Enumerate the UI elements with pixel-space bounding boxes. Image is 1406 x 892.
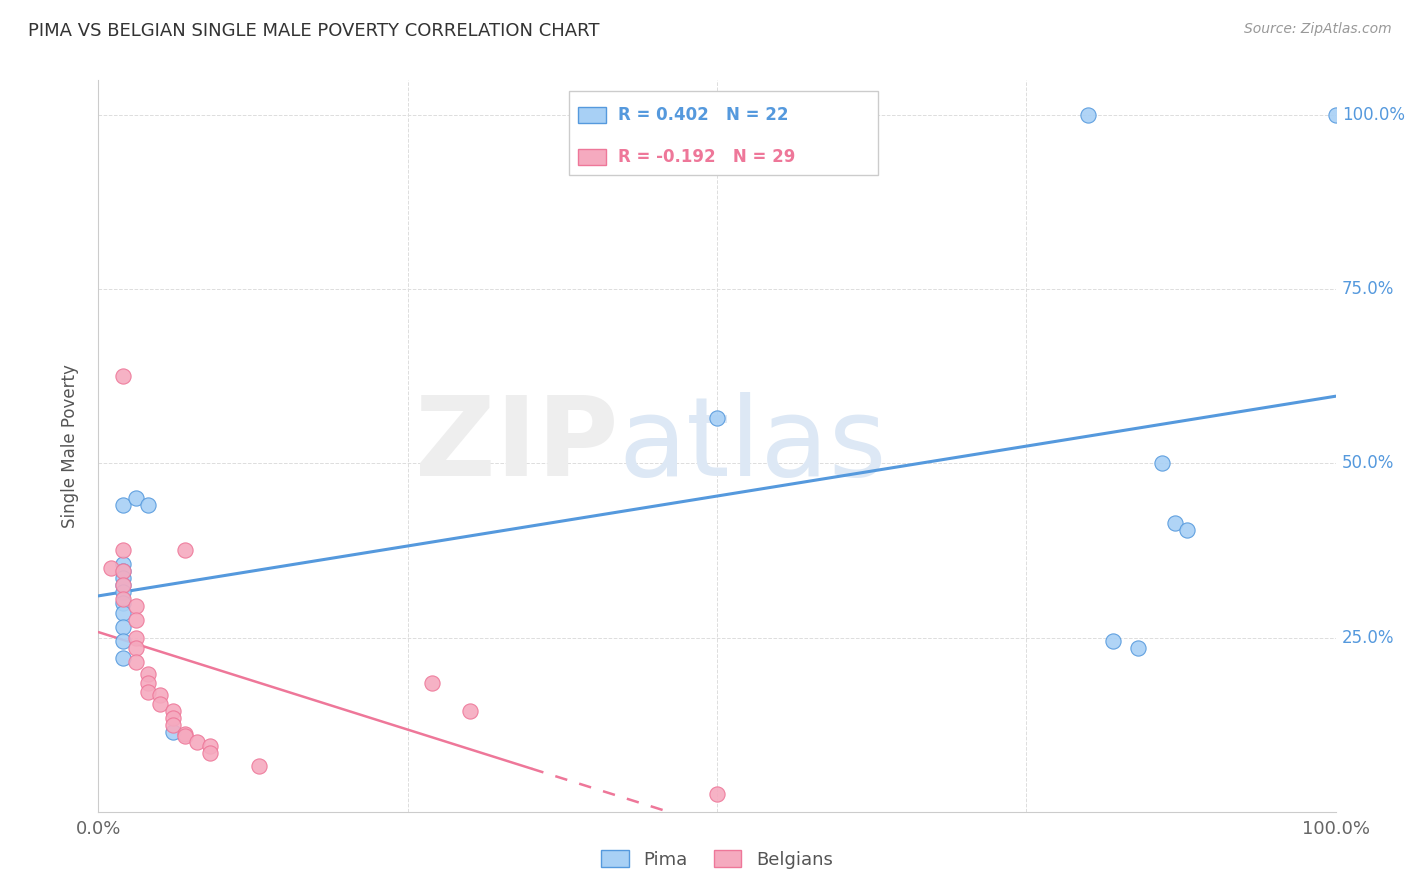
Point xyxy=(112,578,135,592)
Point xyxy=(112,585,135,599)
Point xyxy=(174,727,197,741)
Point xyxy=(112,565,135,579)
Y-axis label: Single Male Poverty: Single Male Poverty xyxy=(60,364,79,528)
Point xyxy=(149,697,172,711)
Point xyxy=(706,787,728,801)
Point xyxy=(136,666,159,681)
Text: 75.0%: 75.0% xyxy=(1341,280,1395,298)
Point xyxy=(1164,516,1187,530)
Text: R = 0.402   N = 22: R = 0.402 N = 22 xyxy=(619,106,789,124)
Point xyxy=(1126,640,1149,655)
Point xyxy=(124,491,146,506)
Text: 100.0%: 100.0% xyxy=(1341,106,1405,124)
Point xyxy=(198,739,221,753)
Point xyxy=(136,685,159,699)
Point xyxy=(112,596,135,610)
Text: 25.0%: 25.0% xyxy=(1341,629,1395,647)
Point xyxy=(112,592,135,607)
Point xyxy=(174,730,197,744)
Point xyxy=(1077,108,1099,122)
Point xyxy=(186,735,208,749)
Point xyxy=(112,651,135,665)
Point xyxy=(124,613,146,627)
Point xyxy=(112,558,135,572)
Text: PIMA VS BELGIAN SINGLE MALE POVERTY CORRELATION CHART: PIMA VS BELGIAN SINGLE MALE POVERTY CORR… xyxy=(28,22,599,40)
Point xyxy=(112,634,135,648)
Point xyxy=(136,498,159,512)
Point xyxy=(174,543,197,558)
FancyBboxPatch shape xyxy=(578,107,606,123)
FancyBboxPatch shape xyxy=(578,149,606,165)
Point xyxy=(1102,634,1125,648)
Point xyxy=(124,640,146,655)
Point xyxy=(198,746,221,760)
Text: ZIP: ZIP xyxy=(415,392,619,500)
Point xyxy=(136,676,159,690)
Point xyxy=(422,676,444,690)
Point xyxy=(124,655,146,669)
Text: 50.0%: 50.0% xyxy=(1341,454,1395,473)
Text: atlas: atlas xyxy=(619,392,887,500)
Point xyxy=(112,571,135,585)
Point xyxy=(112,543,135,558)
Point xyxy=(149,688,172,702)
Point xyxy=(112,578,135,592)
Point xyxy=(706,411,728,425)
Point xyxy=(112,498,135,512)
Point xyxy=(100,561,122,575)
Point xyxy=(112,606,135,620)
Point xyxy=(458,704,481,718)
Point xyxy=(1152,457,1174,471)
Point xyxy=(162,704,184,718)
Text: R = -0.192   N = 29: R = -0.192 N = 29 xyxy=(619,148,796,166)
Point xyxy=(162,711,184,725)
Legend: Pima, Belgians: Pima, Belgians xyxy=(595,843,839,876)
Point xyxy=(1324,108,1347,122)
Point xyxy=(1175,523,1198,537)
Point xyxy=(112,620,135,634)
Point xyxy=(162,717,184,731)
Point xyxy=(124,631,146,645)
Point xyxy=(247,759,270,773)
Text: Source: ZipAtlas.com: Source: ZipAtlas.com xyxy=(1244,22,1392,37)
FancyBboxPatch shape xyxy=(568,91,877,176)
Point xyxy=(124,599,146,614)
Point xyxy=(112,565,135,579)
Point xyxy=(112,369,135,384)
Point xyxy=(162,724,184,739)
